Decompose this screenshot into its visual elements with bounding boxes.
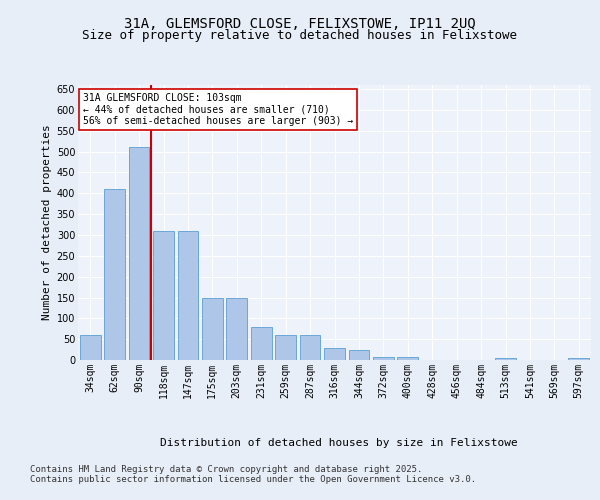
Bar: [397, 356, 418, 360]
Text: Distribution of detached houses by size in Felixstowe: Distribution of detached houses by size …: [160, 438, 518, 448]
Bar: [178, 231, 199, 360]
Bar: [153, 231, 174, 360]
Bar: [128, 148, 149, 360]
Text: Size of property relative to detached houses in Felixstowe: Size of property relative to detached ho…: [83, 29, 517, 42]
Text: Contains HM Land Registry data © Crown copyright and database right 2025.
Contai: Contains HM Land Registry data © Crown c…: [30, 465, 476, 484]
Bar: [202, 298, 223, 360]
Bar: [275, 335, 296, 360]
Bar: [299, 335, 320, 360]
Bar: [324, 348, 345, 360]
Bar: [251, 326, 272, 360]
Bar: [495, 358, 516, 360]
Text: 31A, GLEMSFORD CLOSE, FELIXSTOWE, IP11 2UQ: 31A, GLEMSFORD CLOSE, FELIXSTOWE, IP11 2…: [124, 18, 476, 32]
Y-axis label: Number of detached properties: Number of detached properties: [43, 124, 52, 320]
Bar: [373, 356, 394, 360]
Bar: [226, 298, 247, 360]
Bar: [568, 358, 589, 360]
Bar: [104, 189, 125, 360]
Bar: [80, 335, 101, 360]
Text: 31A GLEMSFORD CLOSE: 103sqm
← 44% of detached houses are smaller (710)
56% of se: 31A GLEMSFORD CLOSE: 103sqm ← 44% of det…: [83, 93, 353, 126]
Bar: [349, 350, 370, 360]
